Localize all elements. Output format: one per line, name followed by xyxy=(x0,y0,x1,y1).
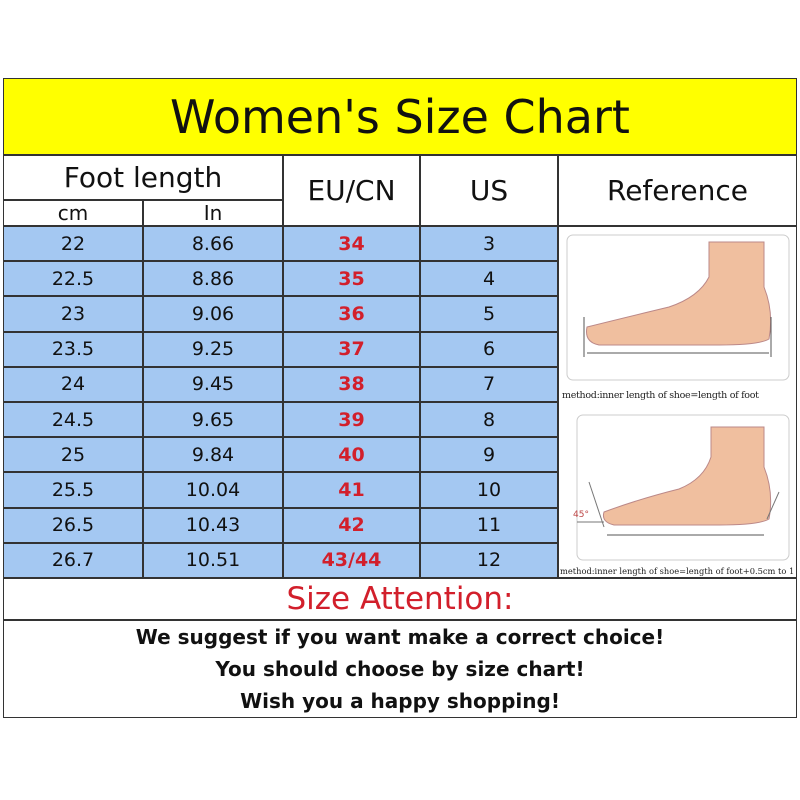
angle-label: 45° xyxy=(573,510,589,520)
cell-cm: 24 xyxy=(3,366,143,402)
cell-in: 9.06 xyxy=(143,296,283,332)
cell-cm: 22 xyxy=(3,226,143,262)
cell-us: 11 xyxy=(420,507,558,543)
cell-us: 9 xyxy=(420,437,558,473)
cell-eu: 41 xyxy=(283,472,420,508)
cell-eu: 37 xyxy=(283,331,420,367)
cell-eu: 43/44 xyxy=(283,542,420,578)
cell-eu: 36 xyxy=(283,296,420,332)
header-foot-length: Foot length xyxy=(3,155,283,200)
reference-caption-1: method:inner length of shoe=length of fo… xyxy=(562,390,759,401)
header-eu-cn: EU/CN xyxy=(283,155,420,226)
cell-cm: 26.5 xyxy=(3,507,143,543)
message-line: Wish you a happy shopping! xyxy=(240,689,560,713)
chart-title: Women's Size Chart xyxy=(3,78,797,155)
cell-in: 8.66 xyxy=(143,226,283,262)
cell-us: 4 xyxy=(420,261,558,297)
header-us: US xyxy=(420,155,558,226)
cell-in: 9.65 xyxy=(143,402,283,438)
cell-eu: 34 xyxy=(283,226,420,262)
cell-eu: 42 xyxy=(283,507,420,543)
cell-eu: 35 xyxy=(283,261,420,297)
cell-eu: 38 xyxy=(283,366,420,402)
header-in: In xyxy=(143,200,283,226)
cell-us: 5 xyxy=(420,296,558,332)
foot-measure-illustration: method:inner length of shoe=length of fo… xyxy=(560,234,800,576)
cell-us: 3 xyxy=(420,226,558,262)
cell-in: 8.86 xyxy=(143,261,283,297)
cell-cm: 22.5 xyxy=(3,261,143,297)
reference-caption-2: method:inner length of shoe=length of fo… xyxy=(560,566,796,576)
cell-in: 9.45 xyxy=(143,366,283,402)
cell-in: 10.04 xyxy=(143,472,283,508)
cell-in: 10.51 xyxy=(143,542,283,578)
message-line: We suggest if you want make a correct ch… xyxy=(135,625,665,649)
cell-cm: 26.7 xyxy=(3,542,143,578)
cell-us: 7 xyxy=(420,366,558,402)
cell-cm: 25.5 xyxy=(3,472,143,508)
cell-cm: 25 xyxy=(3,437,143,473)
header-reference: Reference xyxy=(558,155,797,226)
cell-in: 9.25 xyxy=(143,331,283,367)
cell-us: 8 xyxy=(420,402,558,438)
cell-eu: 40 xyxy=(283,437,420,473)
cell-in: 9.84 xyxy=(143,437,283,473)
message-line: You should choose by size chart! xyxy=(215,657,585,681)
reference-panel: method:inner length of shoe=length of fo… xyxy=(558,226,800,578)
cell-cm: 23.5 xyxy=(3,331,143,367)
cell-us: 10 xyxy=(420,472,558,508)
attention-messages: We suggest if you want make a correct ch… xyxy=(3,620,797,718)
cell-in: 10.43 xyxy=(143,507,283,543)
cell-cm: 23 xyxy=(3,296,143,332)
size-attention-heading: Size Attention: xyxy=(3,578,797,620)
cell-cm: 24.5 xyxy=(3,402,143,438)
cell-us: 12 xyxy=(420,542,558,578)
cell-eu: 39 xyxy=(283,402,420,438)
cell-us: 6 xyxy=(420,331,558,367)
header-cm: cm xyxy=(3,200,143,226)
